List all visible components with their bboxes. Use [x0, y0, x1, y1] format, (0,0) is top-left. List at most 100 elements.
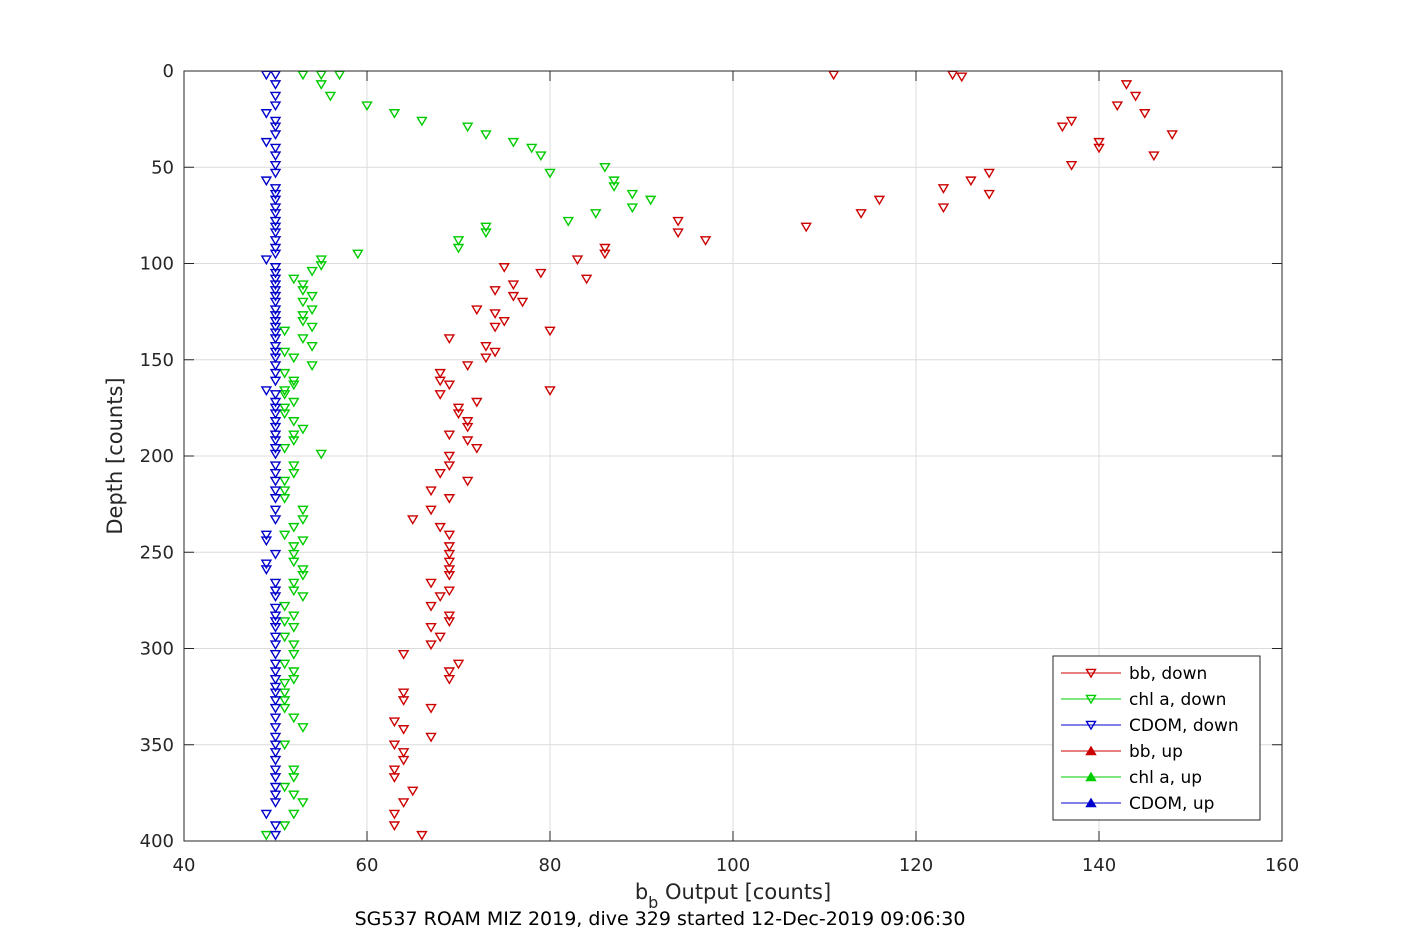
- data-point: [260, 809, 273, 820]
- y-tick-label: 150: [140, 350, 174, 371]
- data-point: [269, 222, 282, 233]
- data-point: [443, 430, 456, 441]
- data-point: [269, 703, 282, 714]
- data-point: [269, 603, 282, 614]
- data-point: [452, 243, 465, 254]
- data-point: [983, 189, 995, 200]
- data-point: [269, 444, 282, 454]
- data-point: [269, 189, 282, 200]
- data-point: [306, 322, 318, 333]
- data-point: [269, 268, 282, 279]
- data-point: [278, 403, 291, 414]
- data-point: [278, 632, 291, 643]
- data-point: [443, 557, 456, 568]
- data-point: [644, 195, 657, 206]
- data-point: [288, 586, 300, 597]
- data-point: [269, 821, 282, 832]
- data-point: [452, 403, 465, 414]
- data-point: [278, 368, 291, 379]
- y-tick-label: 0: [163, 61, 174, 82]
- data-point: [278, 821, 291, 832]
- data-point: [599, 249, 611, 260]
- x-tick-label: 120: [899, 855, 933, 876]
- data-point: [324, 91, 337, 102]
- data-point: [672, 216, 684, 227]
- data-point: [288, 611, 300, 622]
- legend-label: bb, down: [1129, 664, 1207, 684]
- data-point: [269, 713, 282, 724]
- data-point: [288, 353, 300, 364]
- data-point: [269, 361, 282, 371]
- data-point: [288, 397, 300, 408]
- data-point: [269, 409, 282, 420]
- data-point: [297, 297, 309, 308]
- data-point: [269, 723, 282, 733]
- data-point: [278, 444, 291, 454]
- data-point: [315, 261, 327, 271]
- data-point: [480, 353, 492, 364]
- data-point: [471, 305, 483, 316]
- y-axis-label: Depth [counts]: [103, 377, 127, 534]
- data-point: [956, 72, 968, 83]
- data-point: [278, 688, 291, 699]
- data-point: [269, 216, 282, 227]
- data-point: [269, 515, 282, 525]
- data-point: [269, 667, 282, 678]
- data-point: [443, 542, 456, 552]
- data-point: [480, 228, 492, 239]
- data-point: [288, 809, 300, 820]
- data-point: [626, 189, 639, 200]
- data-point: [297, 316, 309, 327]
- data-point: [461, 422, 474, 433]
- data-point: [269, 286, 282, 296]
- data-point: [288, 436, 300, 447]
- data-point: [269, 263, 282, 273]
- data-point: [297, 571, 309, 581]
- data-point: [269, 549, 282, 560]
- data-point: [1139, 109, 1151, 119]
- data-point: [471, 444, 483, 454]
- data-point: [278, 390, 291, 400]
- data-point: [288, 469, 300, 479]
- data-point: [425, 703, 437, 714]
- data-point: [983, 168, 995, 179]
- data-point: [269, 494, 282, 504]
- data-point: [278, 326, 291, 337]
- data-point: [1111, 101, 1124, 112]
- data-point: [288, 790, 300, 801]
- data-point: [452, 236, 465, 246]
- data-point: [315, 255, 327, 266]
- x-tick-label: 100: [716, 855, 750, 876]
- x-tick-label: 40: [173, 855, 196, 876]
- x-tick-label: 140: [1082, 855, 1116, 876]
- data-point: [489, 347, 501, 358]
- data-point: [416, 116, 428, 127]
- data-point: [297, 286, 309, 296]
- data-point: [269, 505, 282, 516]
- data-point: [269, 291, 282, 302]
- data-point: [434, 469, 446, 479]
- data-point: [525, 143, 538, 154]
- x-axis-label-main: b: [635, 880, 648, 904]
- data-point: [269, 328, 282, 339]
- data-point: [471, 397, 483, 408]
- data-point: [278, 782, 291, 793]
- data-point: [443, 611, 456, 622]
- series-cdom-down: [260, 70, 282, 841]
- data-point: [516, 297, 529, 308]
- data-point: [269, 143, 282, 154]
- data-point: [434, 632, 446, 643]
- data-point: [269, 130, 282, 140]
- data-point: [297, 565, 309, 576]
- data-point: [260, 536, 273, 547]
- y-tick-label: 350: [140, 735, 174, 756]
- data-point: [288, 461, 300, 472]
- data-point: [269, 168, 282, 179]
- data-point: [452, 659, 465, 670]
- data-point: [278, 696, 291, 706]
- data-point: [434, 390, 446, 400]
- data-point: [269, 586, 282, 597]
- data-point: [269, 209, 282, 219]
- data-point: [388, 740, 401, 751]
- legend-label: chl a, up: [1129, 768, 1202, 788]
